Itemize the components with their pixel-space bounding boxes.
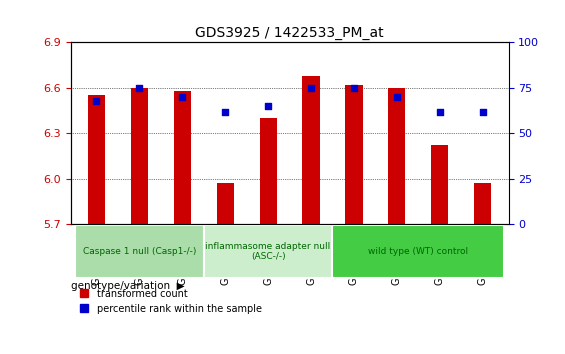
Text: Caspase 1 null (Casp1-/-): Caspase 1 null (Casp1-/-) — [82, 247, 196, 256]
Text: wild type (WT) control: wild type (WT) control — [368, 247, 468, 256]
Point — [349, 85, 358, 91]
Point — [264, 103, 273, 109]
Point — [435, 109, 444, 114]
FancyBboxPatch shape — [75, 225, 204, 278]
Bar — [431, 145, 449, 224]
Bar — [173, 91, 191, 224]
Point — [478, 109, 487, 114]
Point — [135, 85, 144, 91]
FancyBboxPatch shape — [332, 225, 504, 278]
Text: inflammasome adapter null
(ASC-/-): inflammasome adapter null (ASC-/-) — [206, 242, 331, 261]
Bar — [259, 118, 277, 224]
Point — [306, 85, 315, 91]
Legend: transformed count, percentile rank within the sample: transformed count, percentile rank withi… — [76, 285, 266, 318]
Bar — [131, 88, 148, 224]
Bar — [474, 183, 492, 224]
Point — [92, 98, 101, 103]
Bar — [88, 96, 105, 224]
Bar — [216, 183, 234, 224]
Bar — [302, 76, 320, 224]
FancyBboxPatch shape — [204, 225, 332, 278]
Title: GDS3925 / 1422533_PM_at: GDS3925 / 1422533_PM_at — [195, 26, 384, 40]
Text: genotype/variation  ▶: genotype/variation ▶ — [71, 281, 184, 291]
Bar — [388, 88, 406, 224]
Bar — [345, 85, 363, 224]
Point — [221, 109, 230, 114]
Point — [178, 94, 187, 100]
Point — [392, 94, 401, 100]
